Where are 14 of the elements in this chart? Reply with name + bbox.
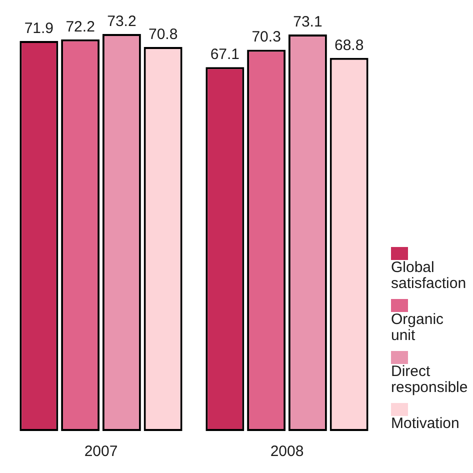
data-label: 68.8 — [334, 36, 364, 54]
legend-label: Direct responsible — [391, 363, 468, 396]
data-label: 73.1 — [293, 14, 322, 31]
legend-label: Global satisfaction — [391, 259, 466, 292]
data-label: 67.1 — [210, 46, 240, 64]
data-label: 73.2 — [107, 13, 136, 30]
data-label: 70.3 — [252, 28, 281, 46]
x-tick-label: 2008 — [270, 443, 304, 460]
data-label: 72.2 — [66, 18, 95, 36]
x-tick-label: 2007 — [84, 443, 118, 460]
legend-label: Motivation — [391, 415, 460, 432]
legend-label: Organic unit — [391, 311, 444, 344]
data-label: 71.9 — [24, 20, 54, 38]
data-label: 70.8 — [148, 26, 178, 44]
